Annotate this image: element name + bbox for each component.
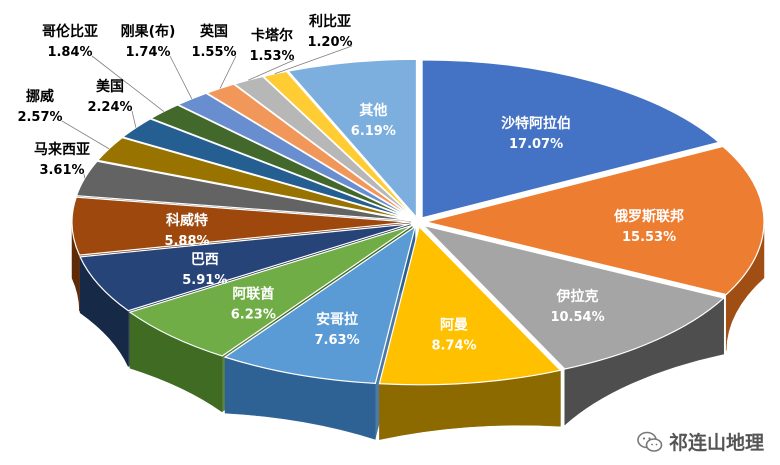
slice-刚果-布--leader (169, 55, 193, 99)
watermark-text: 祁连山地理 (668, 432, 764, 454)
slice-其他 (287, 58, 418, 219)
slice-利比亚-value: 1.20% (307, 35, 352, 50)
slice-卡塔尔-label: 卡塔尔 (251, 27, 293, 44)
slice-卡塔尔-leader (248, 59, 295, 81)
slice-英国-value: 1.55% (191, 45, 236, 60)
slice-马来西亚-value: 3.61% (39, 163, 84, 178)
slice-科威特 (71, 196, 411, 256)
slice-阿曼-value: 8.74% (431, 339, 476, 354)
slice-沙特阿拉伯-value: 17.07% (509, 137, 563, 152)
slice-美国-value: 2.24% (87, 100, 132, 115)
slice-哥伦比亚-label: 哥伦比亚 (42, 23, 98, 40)
leader-lines (61, 45, 353, 179)
pie-tops (71, 58, 765, 386)
slice-美国-label: 美国 (96, 78, 124, 95)
slice-挪威 (96, 136, 412, 221)
slice-伊拉克-label: 伊拉克 (556, 288, 599, 305)
slice-安哥拉 (223, 225, 417, 385)
slice-俄罗斯联邦-label: 俄罗斯联邦 (613, 208, 684, 225)
slice-俄罗斯联邦 (425, 145, 765, 296)
slice-英国-label: 英国 (199, 23, 228, 40)
slice-阿曼-label: 阿曼 (440, 318, 468, 334)
slice-利比亚-label: 利比亚 (309, 13, 351, 30)
slice-马来西亚-leader (83, 173, 86, 179)
slice-美国-leader (131, 110, 137, 128)
slice-哥伦比亚 (149, 104, 413, 220)
slice-沙特阿拉伯-label: 沙特阿拉伯 (501, 115, 571, 132)
slice-安哥拉-value: 7.63% (315, 333, 360, 348)
slice-科威特-value: 5.88% (164, 234, 209, 249)
slice-巴西 (79, 223, 411, 312)
slice-马来西亚-label: 马来西亚 (34, 142, 90, 158)
slice-labels: 沙特阿拉伯 17.07% 俄罗斯联邦 15.53% 伊拉克 10.54% 阿曼 8.74% 安哥… (17, 13, 684, 354)
slice-卡塔尔-value: 1.53% (249, 49, 294, 64)
slice-哥伦比亚-leader (91, 55, 165, 112)
slice-刚果-布--label: 刚果(布) (121, 23, 176, 40)
slice-安哥拉-label: 安哥拉 (316, 311, 358, 328)
slice-利比亚-leader (274, 45, 353, 75)
watermark: 祁连山地理 (637, 428, 764, 455)
slice-哥伦比亚-value: 1.84% (47, 45, 92, 60)
slice-英国-leader (219, 55, 237, 89)
slice-阿联酋 (128, 224, 413, 357)
slice-科威特-label: 科威特 (166, 212, 208, 229)
slice-巴西-value: 5.91% (182, 273, 227, 288)
slice-其他-value: 6.19% (351, 124, 396, 139)
slice-伊拉克 (421, 224, 725, 370)
slice-阿曼 (378, 225, 562, 386)
slice-刚果-布--value: 1.74% (125, 45, 170, 60)
slice-俄罗斯联邦-value: 15.53% (622, 230, 676, 245)
slice-挪威-leader (61, 120, 110, 150)
slice-阿联酋-value: 6.23% (231, 308, 276, 323)
slice-阿联酋-label: 阿联酋 (232, 286, 274, 303)
wechat-icon (637, 431, 663, 452)
slice-伊拉克-value: 10.54% (550, 310, 604, 325)
slice-其他-label: 其他 (359, 102, 387, 119)
slice-挪威-value: 2.57% (17, 110, 62, 125)
slice-挪威-label: 挪威 (26, 88, 54, 105)
slice-沙特阿拉伯 (421, 59, 721, 219)
slice-巴西-label: 巴西 (191, 252, 219, 268)
